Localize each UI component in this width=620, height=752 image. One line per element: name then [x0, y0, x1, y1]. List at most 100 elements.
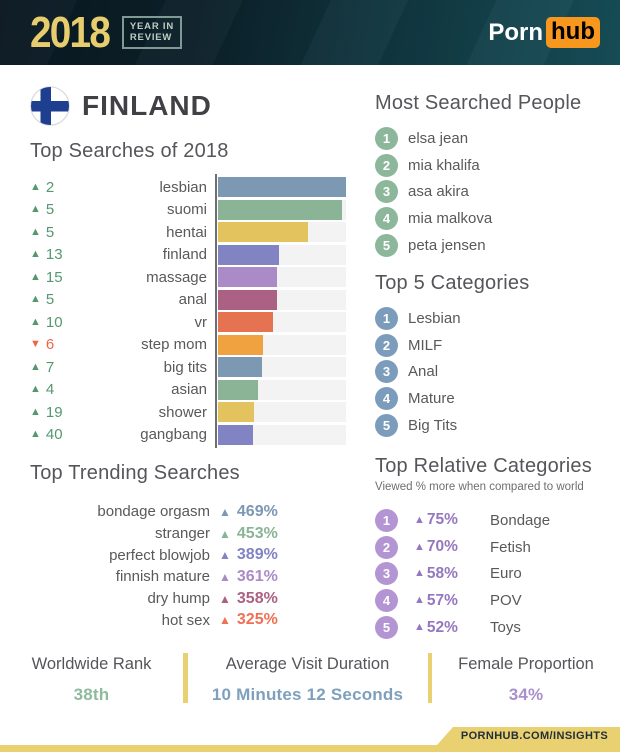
list-item: 5 ▲ 52% Toys — [375, 614, 610, 641]
search-term: gangbang — [140, 426, 207, 444]
year-in-review-logo: 2018 YEAR IN REVIEW — [30, 10, 183, 55]
top-trending-section: Top Trending Searches bondage orgasm ▲ 46… — [30, 462, 346, 631]
up-arrow-icon: ▲ — [30, 180, 41, 193]
person-name: asa akira — [408, 183, 469, 201]
bar — [218, 289, 277, 310]
person-name: peta jensen — [408, 237, 486, 255]
list-item: 5 peta jensen — [375, 232, 610, 259]
category-name: Big Tits — [408, 417, 458, 435]
bar-track — [218, 267, 346, 288]
footer-url-link[interactable]: PORNHUB.COM/INSIGHTS — [460, 730, 609, 742]
chart-axis-line — [215, 174, 217, 448]
top-searches-chart: ▲ 2 lesbian ▲ 5 suomi ▲ 5 hentai ▲ 13 finlan… — [30, 174, 346, 448]
search-term: suomi — [166, 201, 207, 219]
pornhub-logo-hub: hub — [546, 17, 600, 48]
list-item: 2 mia khalifa — [375, 152, 610, 179]
trending-term: finnish mature — [115, 568, 210, 586]
bar-track — [218, 222, 346, 243]
rank-badge: 3 — [375, 180, 398, 204]
relative-percent: ▲ 52% — [414, 619, 476, 637]
top-relative-categories-list: 1 ▲ 75% Bondage 2 ▲ 70% Fetish 3 ▲ 58% Euro… — [375, 507, 610, 641]
visit-duration-stat: Average Visit Duration 10 Minutes 12 Sec… — [188, 653, 428, 705]
rank-change: ▲ 13 — [30, 246, 88, 263]
worldwide-rank-stat: Worldwide Rank 38th — [0, 653, 183, 705]
search-row: ▲ 13 finland — [30, 244, 346, 267]
search-term: shower — [158, 403, 207, 421]
up-arrow-icon: ▲ — [30, 225, 41, 238]
trending-percent: 358% — [236, 589, 278, 607]
search-row: ▲ 40 gangbang — [30, 424, 346, 447]
rank-change: ▲ 10 — [30, 314, 88, 331]
trending-term: perfect blowjob — [109, 546, 210, 564]
bar-track — [218, 244, 346, 265]
up-arrow-icon: ▲ — [414, 567, 425, 580]
stat-value: 10 Minutes 12 Seconds — [211, 685, 404, 704]
rank-change-value: 7 — [45, 358, 55, 376]
most-searched-people-title: Most Searched People — [375, 92, 582, 114]
bar — [218, 177, 346, 198]
top-searches-section: Top Searches of 2018 ▲ 2 lesbian ▲ 5 suomi… — [30, 140, 346, 448]
trending-row: finnish mature ▲ 361% — [30, 566, 346, 588]
category-name: Euro — [490, 565, 522, 583]
rank-change-value: 5 — [45, 201, 55, 219]
trending-term: stranger — [154, 525, 210, 543]
list-item: 2 ▲ 70% Fetish — [375, 534, 610, 561]
list-item: 2 MILF — [375, 332, 610, 359]
list-item: 3 asa akira — [375, 179, 610, 206]
category-name: POV — [490, 592, 522, 610]
bar — [218, 402, 254, 423]
up-arrow-icon: ▲ — [414, 540, 425, 553]
rank-change-value: 5 — [45, 223, 55, 241]
search-row: ▲ 4 asian — [30, 379, 346, 402]
trending-row: perfect blowjob ▲ 389% — [30, 544, 346, 566]
rank-change: ▲ 2 — [30, 179, 88, 196]
person-name: elsa jean — [408, 129, 469, 147]
rank-badge: 1 — [375, 508, 398, 532]
top-categories-list: 1 Lesbian 2 MILF 3 Anal 4 Mature 5 Big T… — [375, 305, 610, 439]
rank-badge: 5 — [375, 414, 398, 438]
trending-percent: 453% — [236, 524, 278, 542]
most-searched-people-section: Most Searched People 1 elsa jean 2 mia k… — [375, 92, 610, 259]
year-in-review-badge: YEAR IN REVIEW — [121, 15, 183, 50]
person-name: mia malkova — [408, 210, 493, 228]
category-name: Anal — [408, 363, 439, 381]
bar — [218, 379, 258, 400]
list-item: 4 ▲ 57% POV — [375, 587, 610, 614]
trending-value: ▲ 469% — [219, 503, 278, 521]
rank-change-value: 5 — [45, 291, 55, 309]
up-arrow-icon: ▲ — [414, 594, 425, 607]
bar-track — [218, 379, 346, 400]
search-row: ▲ 19 shower — [30, 401, 346, 424]
category-name: Bondage — [490, 511, 551, 529]
rank-change-value: 15 — [45, 268, 63, 286]
search-term: hentai — [166, 223, 207, 241]
rank-change-value: 4 — [45, 381, 55, 399]
rank-change: ▲ 19 — [30, 404, 88, 421]
search-row: ▼ 6 step mom — [30, 334, 346, 357]
rank-badge: 3 — [375, 360, 398, 384]
search-term: asian — [171, 381, 207, 399]
stat-label: Average Visit Duration — [225, 655, 390, 673]
trending-percent: 389% — [236, 546, 278, 564]
trending-percent: 325% — [236, 611, 278, 629]
rank-badge: 2 — [375, 535, 398, 559]
search-term: vr — [194, 313, 208, 331]
rank-change: ▼ 6 — [30, 336, 88, 353]
search-row: ▲ 15 massage — [30, 266, 346, 289]
relative-percent: ▲ 58% — [414, 565, 476, 583]
top-relative-categories-section: Top Relative Categories Viewed % more wh… — [375, 455, 610, 641]
bar — [218, 357, 262, 378]
rank-change-value: 2 — [45, 178, 55, 196]
category-name: Fetish — [490, 538, 531, 556]
trending-value: ▲ 325% — [219, 611, 278, 629]
footer-url-tab[interactable]: PORNHUB.COM/INSIGHTS — [437, 727, 620, 745]
rank-badge: 4 — [375, 207, 398, 231]
up-arrow-icon: ▲ — [219, 613, 231, 628]
list-item: 3 ▲ 58% Euro — [375, 561, 610, 588]
up-arrow-icon: ▲ — [30, 428, 41, 441]
category-name: Toys — [490, 619, 521, 637]
category-name: MILF — [408, 336, 443, 354]
list-item: 3 Anal — [375, 359, 610, 386]
up-arrow-icon: ▲ — [30, 383, 41, 396]
search-term: finland — [162, 246, 207, 264]
